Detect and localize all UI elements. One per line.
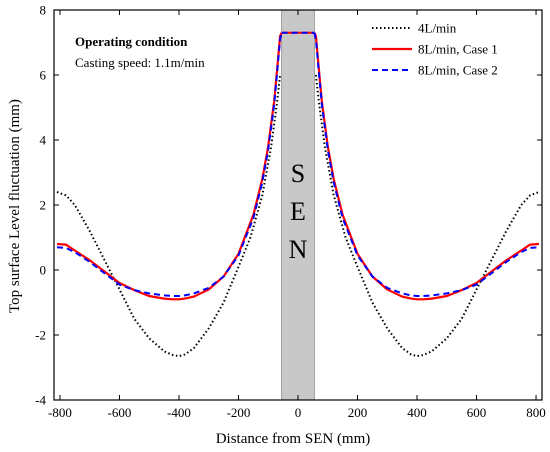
series-lines [56,31,540,358]
x-tick-label: -200 [227,405,251,420]
x-axis-title: Distance from SEN (mm) [216,431,371,447]
annotation-text: Casting speed: 1.1m/min [75,55,205,70]
x-tick-label: -400 [167,405,191,420]
x-tick-label: 400 [407,405,427,420]
x-tick-label: 600 [467,405,487,420]
legend: 4L/min 8L/min, Case 1 8L/min, Case 2 [372,21,498,78]
x-tick-label: 200 [348,405,368,420]
series-line-1-left [56,74,282,358]
legend-label-3: 8L/min, Case 2 [418,63,498,78]
sen-letter-n: N [289,235,308,264]
y-tick-label: 8 [40,3,47,18]
sen-region: SEN [281,9,315,401]
series-line-3-left [56,32,283,297]
series-line-1-right [314,74,540,358]
x-tick-label: -600 [108,405,132,420]
y-tick-label: 4 [40,133,47,148]
annotation-title: Operating condition [75,34,188,49]
series-line-3-right [313,32,540,297]
sen-letter-s: S [291,159,305,188]
y-tick-label: -2 [35,328,46,343]
y-tick-label: -4 [35,393,46,408]
axis-ticks: -800 -600 -400 -200 0 200 400 600 800 -4 -2 0 2 4 6 8 [35,3,546,421]
sen-rect [281,9,315,401]
legend-label-2: 8L/min, Case 1 [418,42,498,57]
y-tick-label: 6 [40,68,47,83]
series-line-2-right [313,32,540,301]
series-line-2-left [56,32,283,301]
x-tick-label: 0 [295,405,302,420]
operating-condition-annotation: Operating condition Casting speed: 1.1m/… [75,34,205,70]
y-tick-label: 0 [40,263,47,278]
x-tick-label: 800 [526,405,546,420]
y-tick-label: 2 [40,198,47,213]
x-tick-label: -800 [48,405,72,420]
y-axis-title: Top surface Level fluctuation (mm) [7,99,23,313]
sen-letter-e: E [290,197,306,226]
legend-label-1: 4L/min [418,21,457,36]
